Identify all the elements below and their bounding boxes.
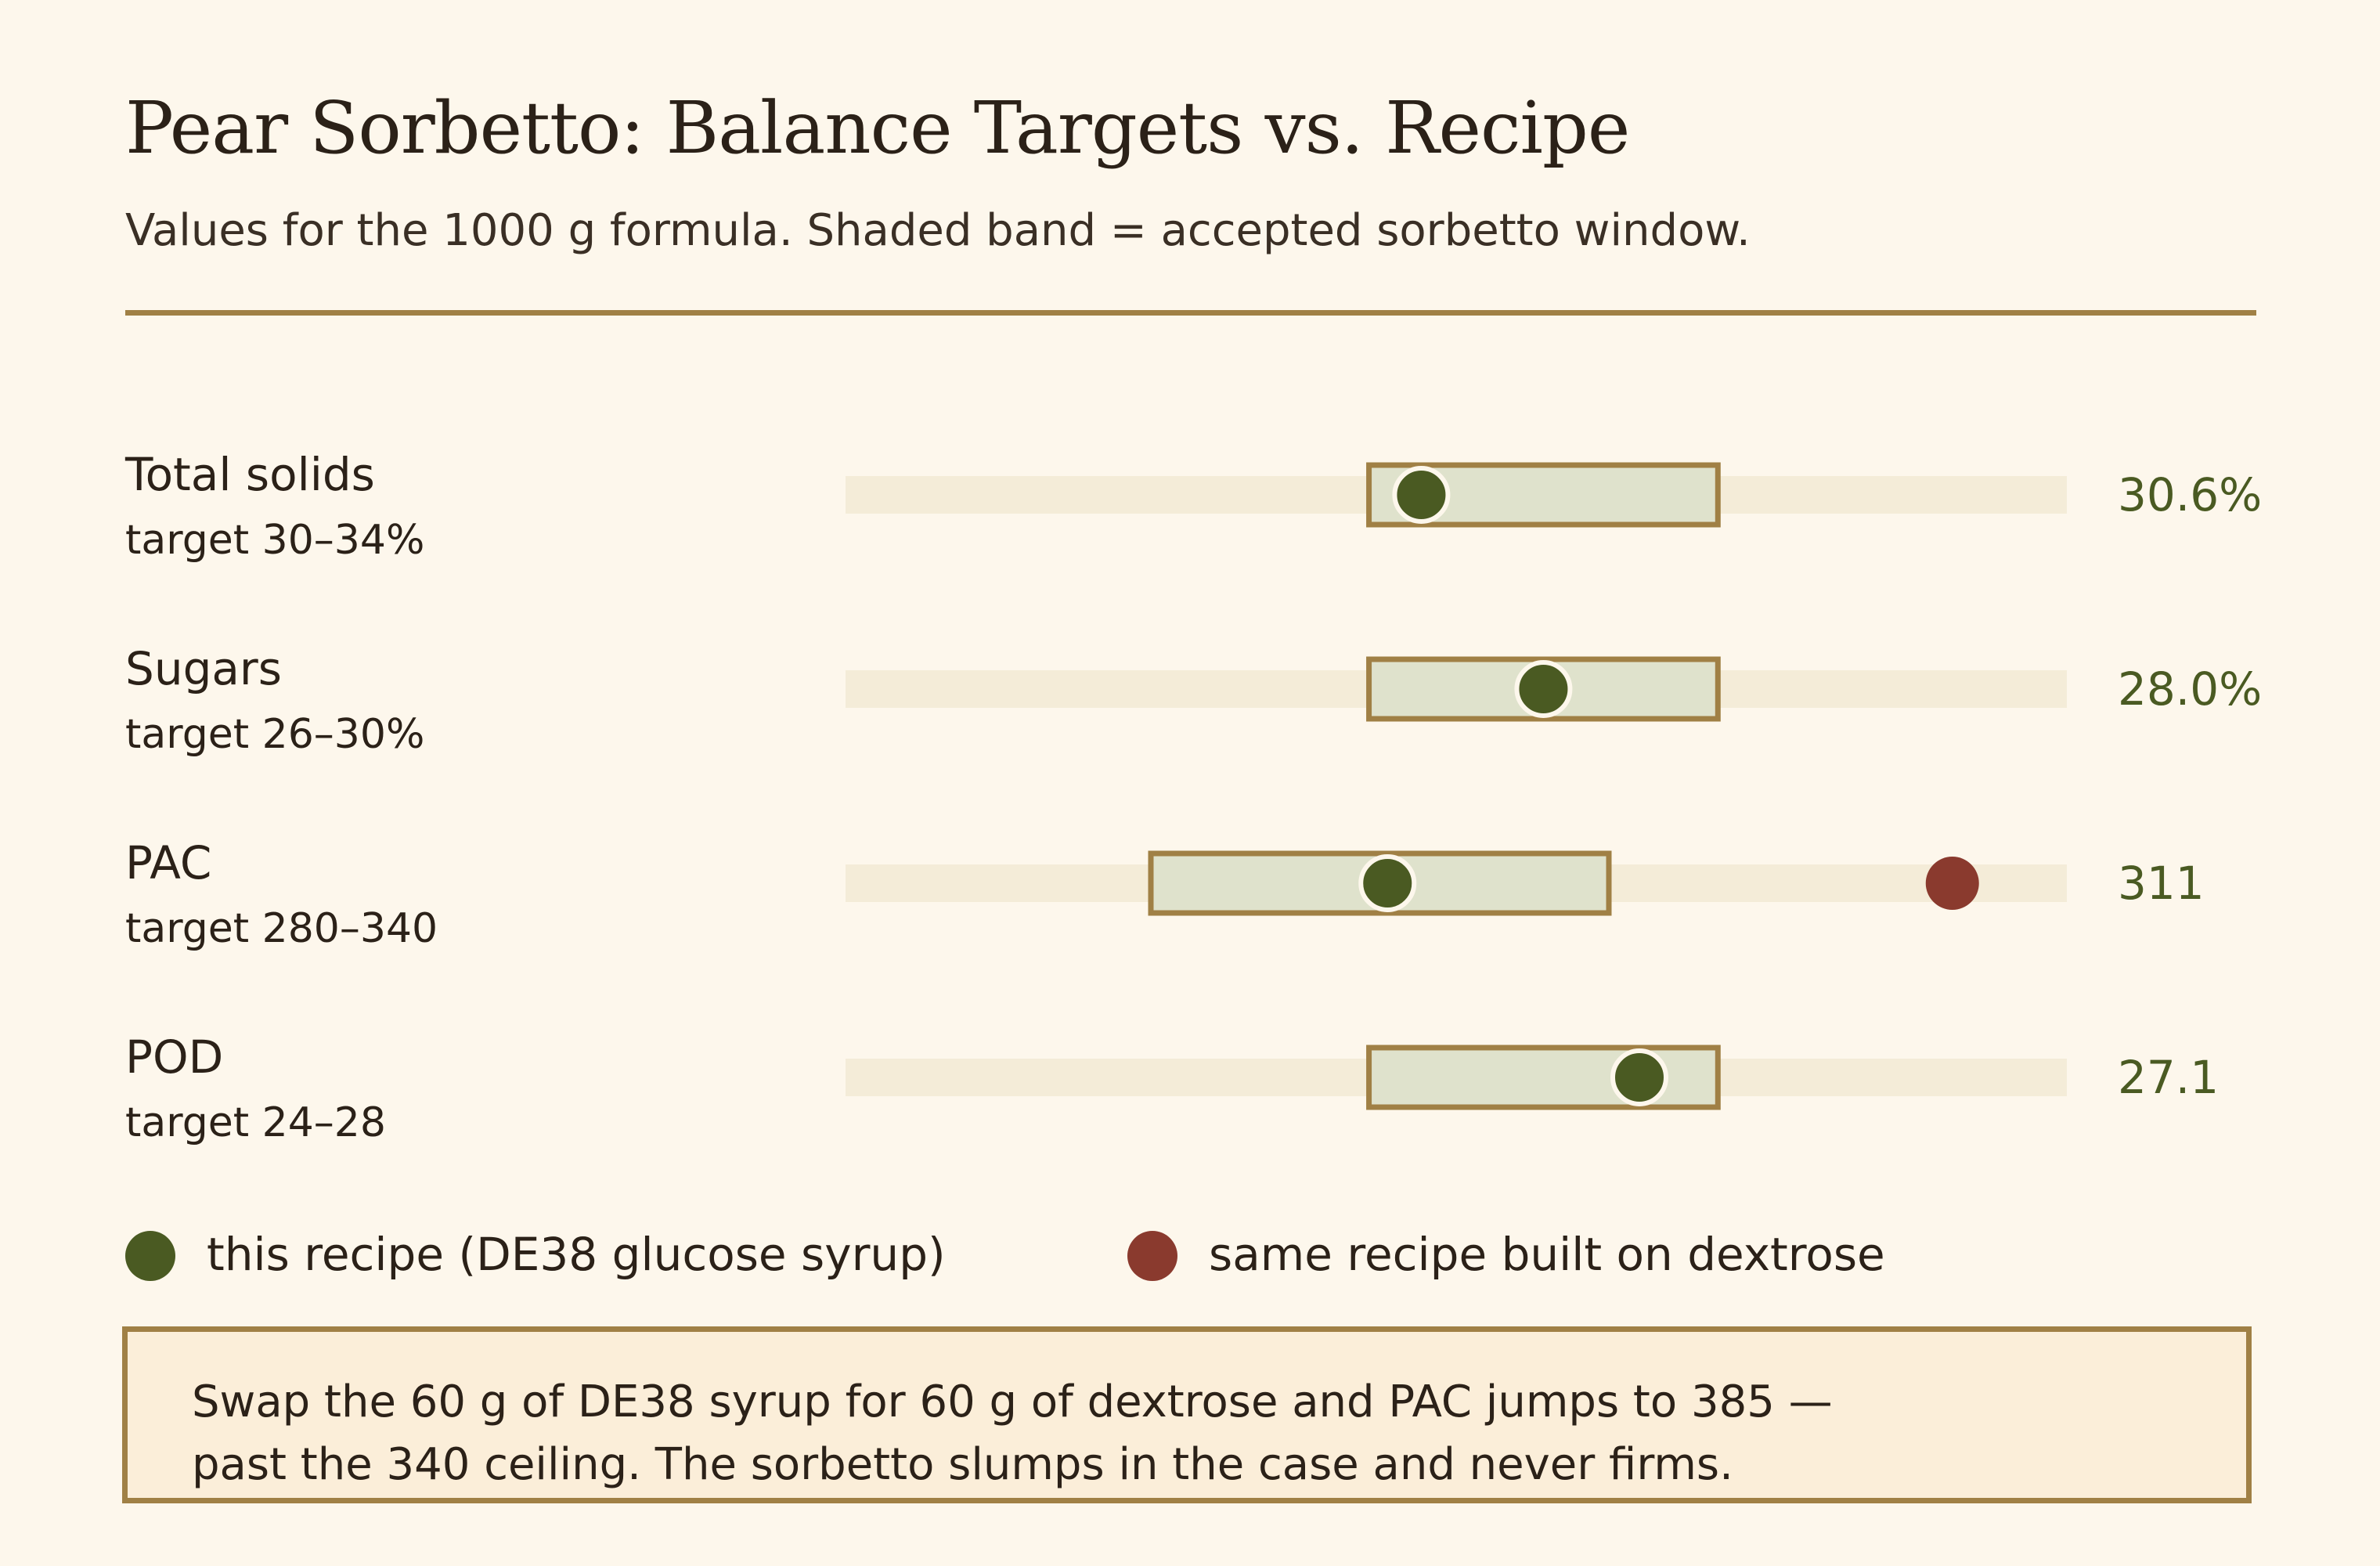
annotation-note: Swap the 60 g of DE38 syrup for 60 g of … [122, 1326, 2252, 1503]
recipe-marker-total-solids [1392, 466, 1451, 524]
row-value-total-solids: 30.6% [2118, 468, 2263, 521]
dextrose-marker-pac [1925, 857, 1979, 910]
legend-label-recipe: this recipe (DE38 glucose syrup) [207, 1228, 946, 1281]
recipe-marker-pod [1610, 1048, 1668, 1106]
row-label-sugars: Sugars [125, 642, 282, 695]
row-value-pac: 311 [2118, 857, 2205, 910]
row-target-pod: target 24–28 [125, 1099, 386, 1146]
row-target-sugars: target 26–30% [125, 711, 425, 758]
chart-subtitle: Values for the 1000 g formula. Shaded ba… [125, 205, 1751, 256]
row-label-total-solids: Total solids [125, 448, 375, 501]
legend-label-dextrose: same recipe built on dextrose [1209, 1228, 1885, 1281]
row-target-pac: target 280–340 [125, 905, 438, 952]
row-label-pod: POD [125, 1030, 224, 1084]
recipe-marker-sugars [1514, 660, 1573, 718]
note-line-1: Swap the 60 g of DE38 syrup for 60 g of … [192, 1377, 1833, 1427]
row-label-pac: PAC [125, 836, 212, 889]
legend-swatch-recipe [125, 1231, 175, 1281]
header-divider [125, 310, 2256, 316]
recipe-marker-pac [1358, 854, 1417, 912]
chart-title: Pear Sorbetto: Balance Targets vs. Recip… [125, 86, 1630, 170]
legend-swatch-dextrose [1127, 1231, 1177, 1281]
row-value-pod: 27.1 [2118, 1051, 2220, 1104]
row-target-total-solids: target 30–34% [125, 517, 425, 564]
row-value-sugars: 28.0% [2118, 662, 2263, 716]
note-line-2: past the 340 ceiling. The sorbetto slump… [192, 1439, 1733, 1490]
